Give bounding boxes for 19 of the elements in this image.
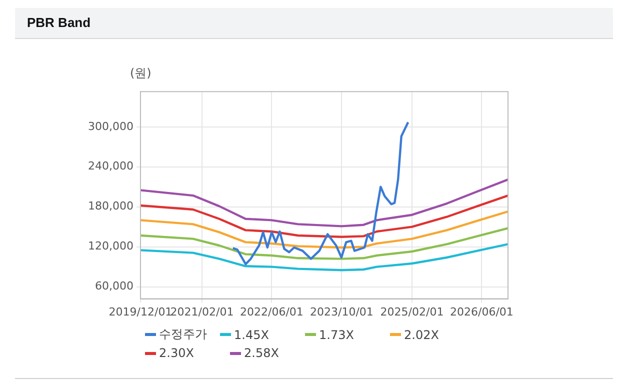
x-tick-label: 2019/12/01 <box>108 305 172 318</box>
y-tick-label: 300,000 <box>88 120 134 133</box>
legend-label: 2.58X <box>244 346 279 360</box>
x-tick-label: 2025/02/01 <box>380 305 444 318</box>
x-tick-label: 2023/10/01 <box>310 305 374 318</box>
legend-label: 2.30X <box>159 346 194 360</box>
y-axis-title: (원) <box>130 65 152 82</box>
legend-label: 1.45X <box>234 328 269 342</box>
chart-title: PBR Band <box>15 8 613 39</box>
y-tick-label: 60,000 <box>94 280 134 293</box>
y-tick-label: 240,000 <box>88 160 134 173</box>
legend-label: 1.73X <box>319 328 354 342</box>
y-tick-label: 120,000 <box>88 240 134 253</box>
legend-label: 2.02X <box>404 328 439 342</box>
x-tick-label: 2022/06/01 <box>240 305 304 318</box>
x-tick-label: 2021/02/01 <box>170 305 234 318</box>
x-tick-label: 2026/06/01 <box>450 305 514 318</box>
legend-label: 수정주가 <box>159 326 207 343</box>
y-tick-label: 180,000 <box>88 200 134 213</box>
